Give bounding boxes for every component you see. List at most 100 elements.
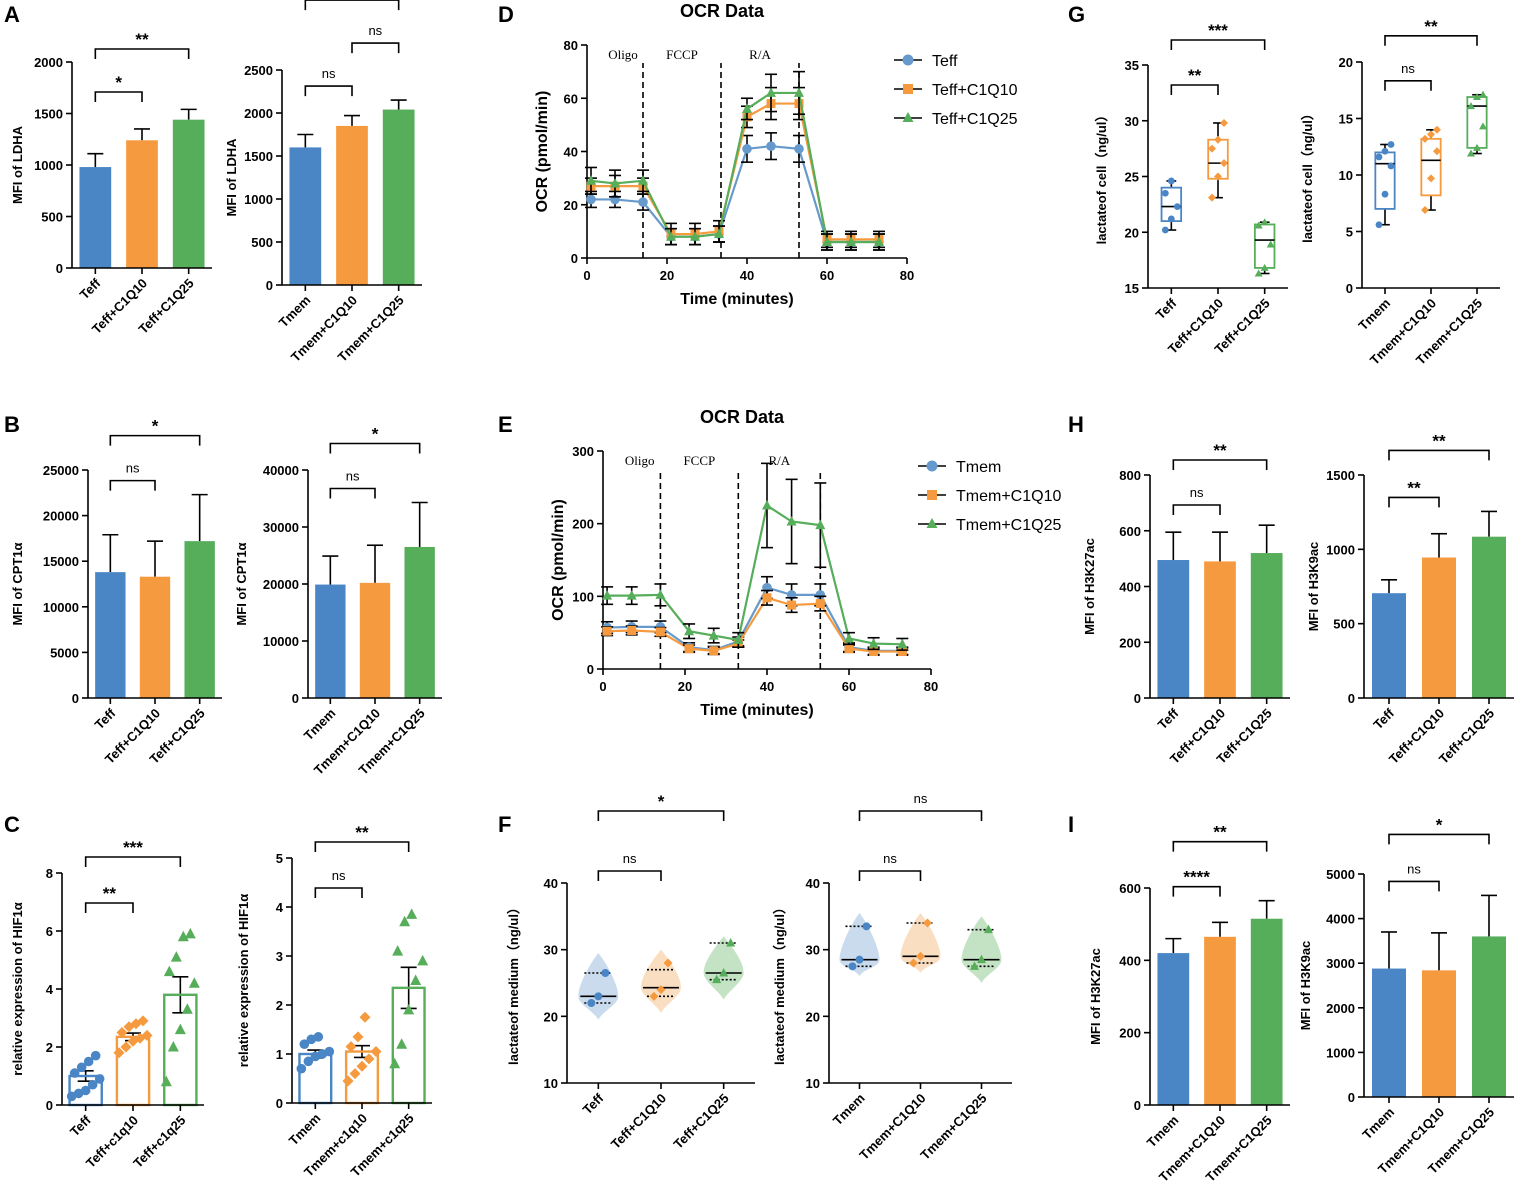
- data-point: [868, 638, 879, 648]
- significance-bracket: [597, 810, 725, 821]
- data-point: [869, 647, 879, 657]
- series-line: [607, 596, 903, 653]
- significance-bracket: [304, 0, 400, 11]
- data-point: [714, 228, 724, 239]
- violin: [578, 953, 619, 1020]
- data-point: [363, 1053, 375, 1065]
- category-label: Tmem: [1355, 296, 1393, 334]
- y-tick-label: 0: [587, 662, 594, 677]
- y-tick-label: 35: [1125, 58, 1139, 73]
- y-tick-label: 2000: [244, 106, 273, 121]
- data-point: [177, 930, 189, 942]
- bar: [336, 125, 368, 286]
- y-tick-label: 0: [1134, 691, 1141, 706]
- y-tick-label: 0: [571, 251, 578, 266]
- y-axis-label: MFI of H3K9ac: [1298, 941, 1313, 1031]
- significance-label: ns: [623, 851, 637, 866]
- significance-label: ns: [368, 23, 382, 38]
- y-axis-label: relative expression of HIF1α: [236, 894, 251, 1067]
- data-point: [762, 593, 772, 603]
- data-point: [897, 647, 907, 657]
- data-point: [656, 985, 666, 995]
- y-tick-label: 0: [1348, 691, 1355, 706]
- panel-label: G: [1068, 2, 1085, 27]
- significance-label: ns: [346, 468, 360, 483]
- data-point: [844, 632, 854, 643]
- y-tick-label: 200: [1119, 1026, 1141, 1041]
- y-tick-label: 20: [1339, 55, 1353, 70]
- data-point: [313, 1032, 324, 1042]
- data-point: [359, 1011, 371, 1023]
- data-point: [1473, 93, 1481, 101]
- x-tick-label: 60: [842, 679, 856, 694]
- significance-bracket: [1388, 833, 1490, 845]
- significance-bracket: [1170, 39, 1266, 50]
- data-point: [638, 197, 648, 207]
- phase-label: Oligo: [608, 47, 638, 62]
- y-tick-label: 40: [806, 876, 820, 891]
- y-axis-label: MFI of H3K9ac: [1306, 542, 1321, 632]
- data-point: [345, 1041, 357, 1053]
- bar: [1372, 968, 1406, 1097]
- data-point: [601, 969, 610, 977]
- legend-marker: [902, 112, 914, 122]
- significance-bracket: [329, 442, 421, 454]
- legend-marker: [926, 518, 938, 528]
- panel-label: D: [498, 2, 514, 27]
- y-tick-label: 10: [806, 1076, 820, 1091]
- panel-label: F: [498, 812, 511, 837]
- data-point: [626, 590, 637, 600]
- category-label: Teff: [1153, 295, 1180, 322]
- y-tick-label: 500: [251, 235, 273, 250]
- y-tick-label: 15: [1339, 112, 1353, 127]
- y-tick-label: 600: [1119, 524, 1141, 539]
- y-tick-label: 0: [1348, 1090, 1355, 1105]
- bar: [1472, 536, 1506, 698]
- data-point: [638, 175, 648, 185]
- y-tick-label: 10: [544, 1076, 558, 1091]
- data-point: [984, 924, 993, 934]
- legend-label: Tmem+C1Q25: [956, 517, 1061, 534]
- data-point: [684, 644, 694, 654]
- y-axis-label: OCR (pmol/min): [534, 91, 551, 213]
- x-axis-label: Time (minutes): [680, 291, 794, 308]
- y-axis-label: MFI of CPT1α: [10, 542, 25, 625]
- data-point: [855, 955, 864, 964]
- y-tick-label: 1000: [1326, 542, 1355, 557]
- y-axis-label: MFI of H3K27ac: [1082, 538, 1097, 635]
- significance-label: **: [355, 823, 369, 842]
- data-point: [1173, 203, 1181, 211]
- significance-bracket: [109, 479, 156, 491]
- data-point: [874, 236, 884, 247]
- data-point: [399, 915, 411, 927]
- box: [1374, 151, 1396, 210]
- panel-label: H: [1068, 412, 1084, 437]
- significance-label: ***: [1208, 21, 1228, 40]
- data-point: [787, 600, 797, 610]
- y-tick-label: 20: [564, 198, 578, 213]
- data-point: [766, 141, 776, 151]
- y-tick-label: 60: [564, 91, 578, 106]
- data-point: [1381, 147, 1389, 155]
- category-label: Teff: [1155, 705, 1182, 732]
- data-point: [742, 103, 752, 113]
- significance-label: *: [372, 424, 379, 443]
- bar: [1250, 918, 1283, 1105]
- y-tick-label: 500: [41, 210, 63, 225]
- data-point: [1254, 269, 1263, 277]
- panel-E: 0 100 200 300 0 20 40 60 80 OCR Data Time (minutes…: [498, 407, 1061, 719]
- y-tick-label: 0: [1134, 1098, 1141, 1113]
- y-tick-label: 15000: [43, 554, 79, 569]
- significance-bracket: [1388, 496, 1440, 508]
- panel-D: 0 20 40 60 80 0 20 40 60 80 OCR Data Time (minutes)…: [498, 1, 1018, 308]
- y-axis-label: lactateof medium（ng/ul）: [506, 901, 521, 1065]
- y-tick-label: 400: [1119, 580, 1141, 595]
- y-axis-label: MFI of LDHA: [224, 138, 239, 217]
- significance-bracket: [84, 902, 134, 913]
- data-point: [403, 1003, 415, 1015]
- significance-bracket: [94, 91, 143, 102]
- significance-label: **: [1424, 17, 1438, 36]
- significance-bracket: [1172, 840, 1268, 852]
- y-axis-label: OCR (pmol/min): [550, 499, 567, 621]
